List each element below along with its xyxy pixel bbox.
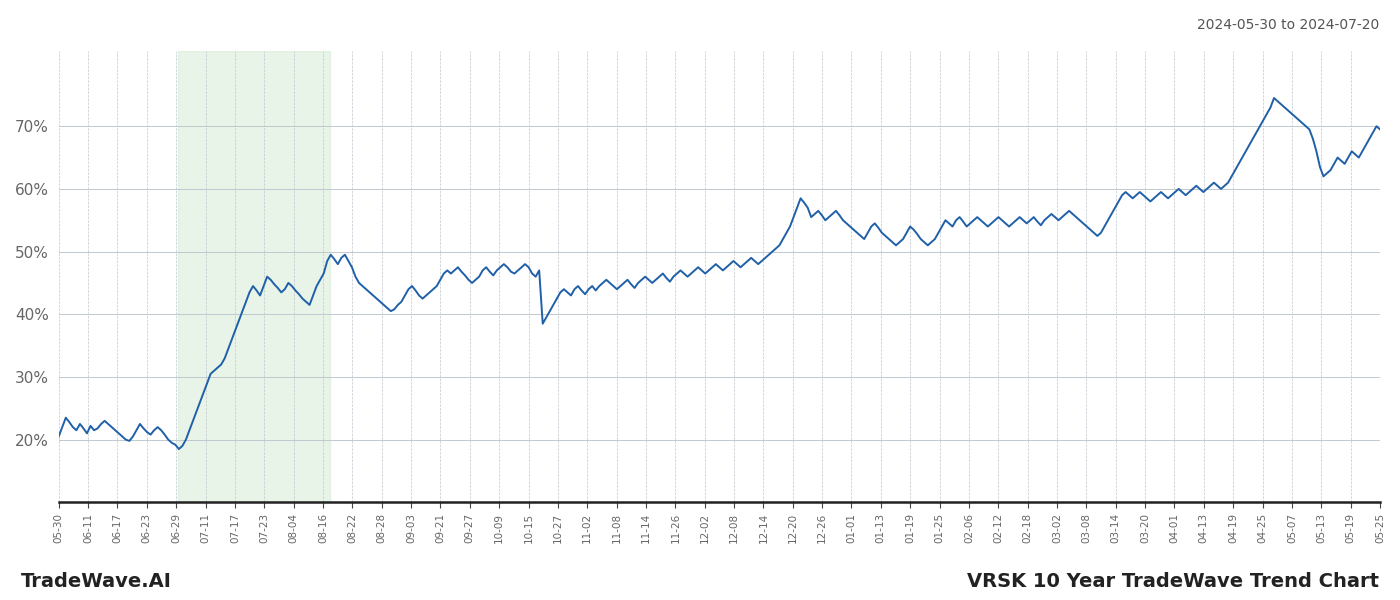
Text: TradeWave.AI: TradeWave.AI	[21, 572, 172, 591]
Text: 2024-05-30 to 2024-07-20: 2024-05-30 to 2024-07-20	[1197, 18, 1379, 32]
Bar	[178, 51, 329, 502]
Text: VRSK 10 Year TradeWave Trend Chart: VRSK 10 Year TradeWave Trend Chart	[967, 572, 1379, 591]
